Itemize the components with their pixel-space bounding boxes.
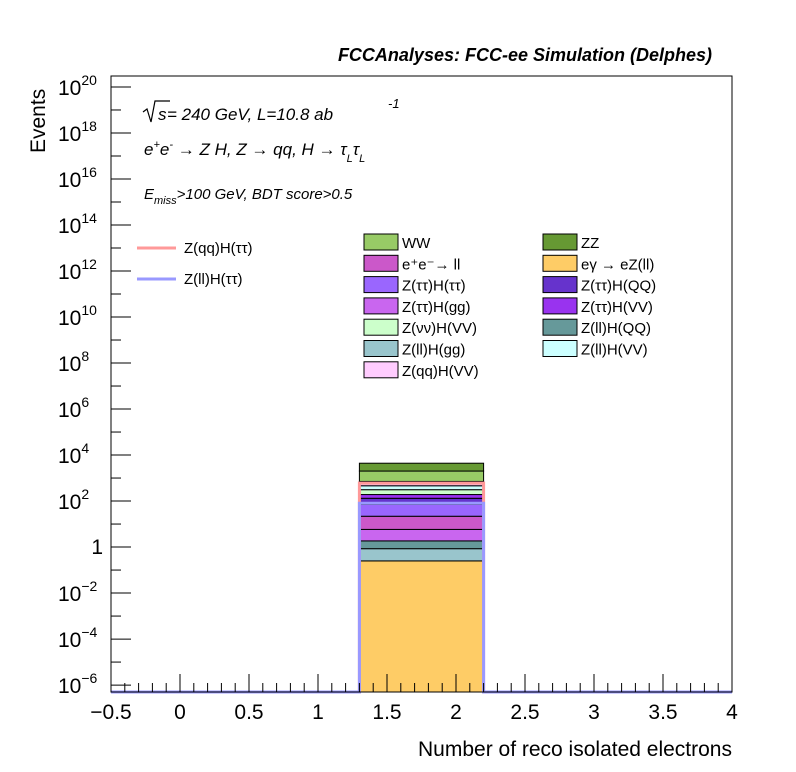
x-axis-ticks: −0.5 0 0.5 1 1.5 2 2.5 3 3.5 4 xyxy=(90,674,738,724)
y-tick-label: 1 xyxy=(91,536,103,559)
y-tick-label: 10−2 xyxy=(58,578,98,606)
bar-segment-0 xyxy=(358,560,485,693)
stacked-bars xyxy=(358,462,485,693)
y-tick-label: 1012 xyxy=(58,256,97,284)
selection-sub: miss xyxy=(154,195,177,207)
legend-swatch-z-h-qq xyxy=(542,276,578,294)
x-tick-label: −0.5 xyxy=(90,701,131,724)
bar-segment-11 xyxy=(358,470,485,482)
process-main: → Z H, Z → qq, H → τ xyxy=(173,140,348,159)
legend-swatch-z-ll-h-gg xyxy=(363,340,399,357)
legend-swatch-e-e-ll xyxy=(363,254,399,272)
x-tick-label: 1 xyxy=(312,701,324,724)
selection-rest: >100 GeV, BDT score>0.5 xyxy=(177,186,353,203)
bar-segment-12 xyxy=(358,462,485,472)
legend-label-z-ll-h-vv: Z(ll)H(VV) xyxy=(581,342,648,359)
y-tick-label: 1010 xyxy=(58,302,97,330)
lumi-exponent: -1 xyxy=(388,96,400,111)
legend-label-e-ez-ll: eγ → eZ(ll) xyxy=(581,256,654,273)
bar-segment-7 xyxy=(358,494,485,499)
selection-annotation: Emiss>100 GeV, BDT score>0.5 xyxy=(144,186,353,207)
legend-swatch-e-ez-ll xyxy=(542,254,578,272)
legend-label-e-e-ll: e⁺e⁻→ ll xyxy=(402,256,460,273)
legend-swatch-ww xyxy=(363,233,399,251)
y-tick-label: 106 xyxy=(58,394,89,422)
legend-swatch-z-ll-h-vv xyxy=(542,340,578,357)
legend-label-z-qq-h: Z(qq)H(ττ) xyxy=(184,240,253,257)
legend-swatch-z-h xyxy=(363,276,399,294)
bar-segment-5 xyxy=(358,503,485,517)
x-tick-label: 0.5 xyxy=(234,701,263,724)
bar-segment-9 xyxy=(358,485,485,491)
process-tau1-sub: L xyxy=(347,153,353,165)
bar-segment-8 xyxy=(358,489,485,496)
experiment-title: FCCAnalyses: FCC-ee Simulation (Delphes) xyxy=(338,45,712,65)
legend-label-z-h-vv: Z(νν)H(VV) xyxy=(402,320,477,337)
legend-swatch-z-h-vv xyxy=(363,318,399,336)
legend-label-z-qq-h-vv: Z(qq)H(VV) xyxy=(402,363,479,380)
selection-e: E xyxy=(144,186,155,203)
legend-label-z-h-qq: Z(ττ)H(QQ) xyxy=(581,278,656,295)
process-tau2: τ xyxy=(353,140,361,159)
legend-swatch-zz xyxy=(542,233,578,251)
legend-label-z-h-gg: Z(ττ)H(gg) xyxy=(402,299,471,316)
x-tick-label: 2.5 xyxy=(510,701,539,724)
energy-lumi-text: = 240 GeV, L=10.8 ab xyxy=(167,105,333,124)
legend-label-z-h: Z(ττ)H(ττ) xyxy=(402,278,466,295)
legend-backgrounds: WW ZZ e⁺e⁻→ ll eγ → eZ(ll) Z(ττ)H(ττ) Z(ττ)H(… xyxy=(363,233,656,380)
legend-label-ww: WW xyxy=(402,235,431,252)
y-tick-label: 102 xyxy=(58,486,89,514)
y-tick-label: 1016 xyxy=(58,164,97,192)
process-e2-charge: - xyxy=(169,139,173,151)
bar-segment-3 xyxy=(358,528,485,542)
plot-frame xyxy=(110,75,733,693)
x-tick-label: 0 xyxy=(174,701,186,724)
x-axis-title: Number of reco isolated electrons xyxy=(418,738,732,761)
x-tick-label: 3.5 xyxy=(648,701,677,724)
process-e2: e xyxy=(160,140,169,159)
bar-segment-4 xyxy=(358,515,485,530)
process-tau2-sub: L xyxy=(359,153,365,165)
selection-text: Emiss>100 GeV, BDT score>0.5 xyxy=(144,186,353,207)
y-tick-label: 108 xyxy=(58,348,89,376)
legend-label-z-ll-h-gg: Z(ll)H(gg) xyxy=(402,342,465,359)
y-tick-label: 1018 xyxy=(58,118,97,146)
legend-swatch-z-qq-h-vv xyxy=(363,361,399,379)
legend-swatch-z-h-vv xyxy=(542,297,578,315)
sqrt-argument: s xyxy=(158,105,167,124)
x-tick-label: 1.5 xyxy=(372,701,401,724)
process-e1: e xyxy=(144,140,153,159)
sqrt-symbol xyxy=(142,100,170,123)
legend-swatch-z-ll-h-qq xyxy=(542,318,578,336)
y-tick-label: 1014 xyxy=(58,210,97,238)
x-tick-label: 2 xyxy=(450,701,462,724)
x-tick-label: 4 xyxy=(726,701,738,724)
process-e1-charge: + xyxy=(153,139,160,151)
x-tick-label: 3 xyxy=(588,701,600,724)
y-tick-label: 104 xyxy=(58,440,89,468)
bar-segment-2 xyxy=(358,540,485,550)
legend-swatch-z-h-gg xyxy=(363,297,399,315)
legend-signals: Z(qq)H(ττ) Z(ll)H(ττ) xyxy=(137,240,253,288)
y-axis-title: Events xyxy=(27,89,50,153)
energy-lumi-annotation: s = 240 GeV, L=10.8 ab -1 xyxy=(142,96,400,124)
y-tick-label: 10−6 xyxy=(58,670,98,698)
legend-label-zz: ZZ xyxy=(581,235,599,252)
process-text: e+e- → Z H, Z → qq, H → τLτL xyxy=(144,139,365,165)
bar-segment-1 xyxy=(358,548,485,562)
legend-label-z-ll-h: Z(ll)H(ττ) xyxy=(184,271,243,288)
process-annotation: e+e- → Z H, Z → qq, H → τLτL xyxy=(144,139,365,165)
y-tick-label: 10−4 xyxy=(58,624,98,652)
legend-label-z-ll-h-qq: Z(ll)H(QQ) xyxy=(581,320,651,337)
y-tick-label: 1020 xyxy=(58,72,97,100)
legend-label-z-h-vv: Z(ττ)H(VV) xyxy=(581,299,653,316)
